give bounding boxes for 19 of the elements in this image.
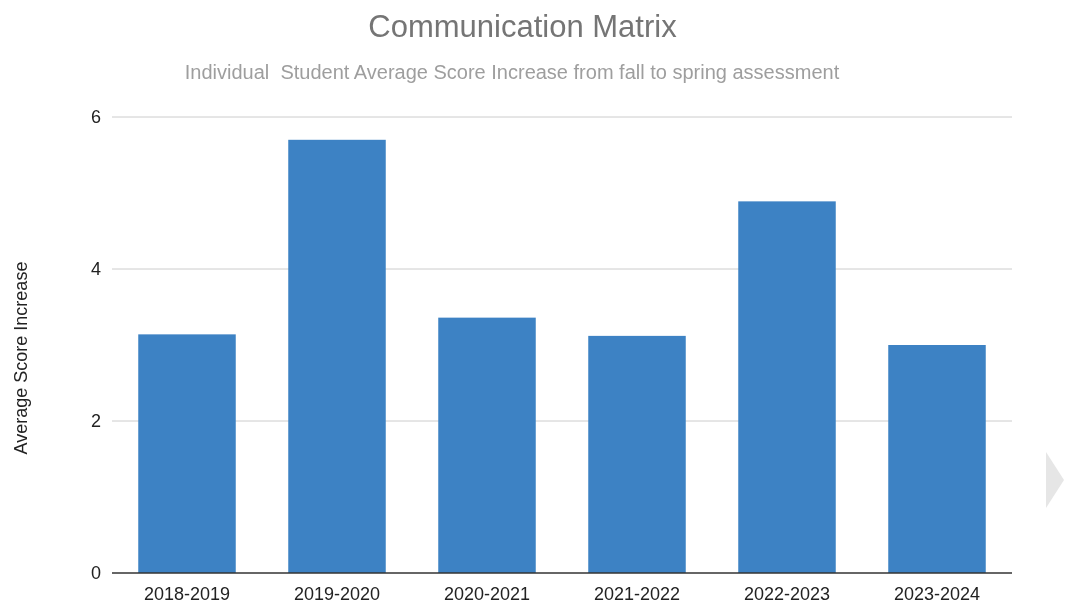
y-tick-label: 0 xyxy=(90,563,101,584)
chart-subtitle: Individual Student Average Score Increase from fall to spring assessment xyxy=(184,61,840,83)
x-tick-label: 2018-2019 xyxy=(143,584,231,604)
x-tick-label: 2023-2024 xyxy=(893,584,981,604)
bar xyxy=(288,139,386,573)
y-axis-title: Average Score Increase xyxy=(11,261,31,455)
x-tick-label: 2020-2021 xyxy=(443,584,531,604)
chart-title: Communication Matrix xyxy=(368,9,678,44)
bar xyxy=(438,317,536,573)
y-tick-label: 2 xyxy=(90,411,101,432)
x-tick-label: 2021-2022 xyxy=(593,584,681,604)
y-tick-label: 4 xyxy=(90,259,101,280)
x-tick-label: 2022-2023 xyxy=(743,584,831,604)
bar xyxy=(738,201,836,573)
bar xyxy=(138,334,236,573)
bar xyxy=(888,345,986,573)
y-tick-label: 6 xyxy=(90,107,101,128)
bar xyxy=(588,335,686,573)
x-tick-label: 2019-2020 xyxy=(293,584,381,604)
